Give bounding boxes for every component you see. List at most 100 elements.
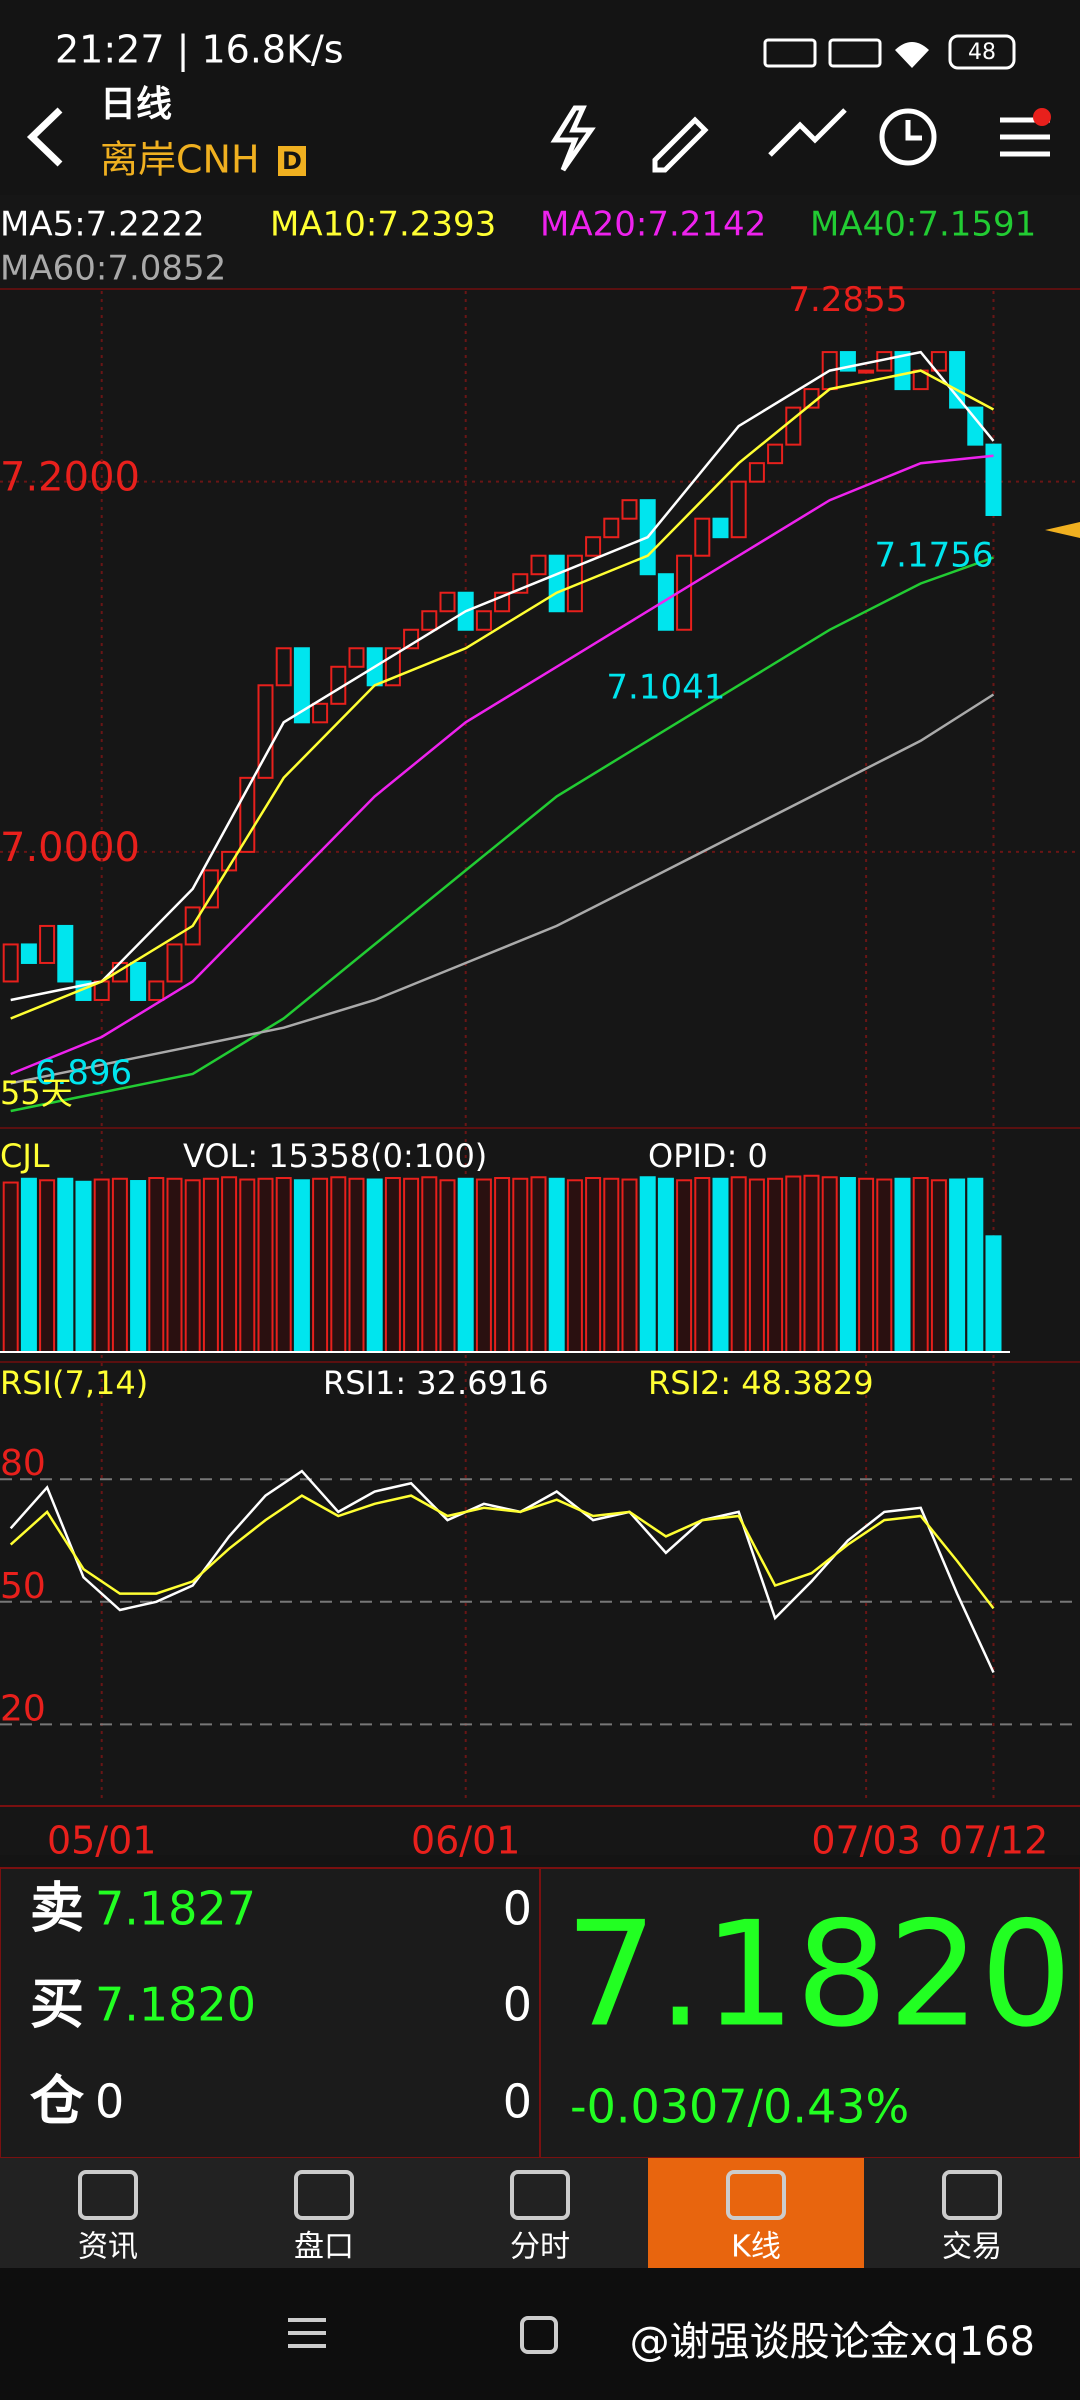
volume-bar	[930, 1179, 947, 1353]
ma-legend: MA5:7.2222	[0, 205, 205, 245]
volume-bar	[512, 1177, 529, 1354]
volume-bar	[803, 1174, 820, 1353]
candle	[548, 554, 565, 613]
candle	[257, 684, 274, 779]
volume-bar	[621, 1178, 638, 1354]
volume-bar	[421, 1176, 438, 1353]
back-button[interactable]	[26, 107, 63, 167]
volume-bar	[657, 1177, 674, 1354]
y-tick-label: 20	[0, 1688, 46, 1729]
rsi-legend: RSI1: 32.6916	[323, 1364, 549, 1402]
volume-bar	[366, 1178, 383, 1354]
candle	[730, 480, 747, 539]
ma-legend: MA20:7.2142	[540, 205, 766, 245]
tab-label[interactable]: 资讯	[78, 2230, 138, 2265]
candle	[858, 369, 875, 374]
quote-row-price: 7.1827	[95, 1882, 256, 1936]
last-price: 7.1820	[565, 1891, 1072, 2060]
candle	[57, 924, 74, 983]
volume-bar	[894, 1177, 911, 1354]
candle	[202, 869, 219, 909]
volume-bar	[257, 1177, 274, 1354]
opid-label: OPID: 0	[648, 1137, 768, 1175]
price-annotation: 7.1756	[875, 535, 994, 575]
candle	[421, 610, 438, 631]
tab-icon	[726, 2170, 786, 2220]
quote-row-label: 卖	[30, 1877, 84, 1940]
tab-icon	[294, 2170, 354, 2220]
volume-bar	[2, 1181, 19, 1353]
header-title: 日线	[100, 84, 172, 125]
volume-bar	[566, 1179, 583, 1353]
volume-bar	[239, 1178, 256, 1354]
candle	[603, 517, 620, 539]
volume-bar	[839, 1177, 856, 1354]
candle	[985, 443, 1002, 516]
tab-label[interactable]: 分时	[510, 2230, 570, 2265]
tab-label[interactable]: 盘口	[294, 2230, 354, 2265]
volume-bar	[403, 1177, 420, 1354]
battery-level: 48	[968, 40, 996, 65]
candle	[694, 517, 711, 557]
candle	[712, 517, 729, 539]
tab-label[interactable]: K线	[731, 2230, 781, 2265]
volume-bar	[694, 1177, 711, 1354]
chart-area	[0, 195, 1080, 1855]
rsi-line	[9, 1494, 995, 1610]
volume-bar	[57, 1177, 74, 1354]
volume-bar	[148, 1177, 165, 1354]
status-icons	[763, 34, 1016, 70]
rsi-line	[9, 1469, 995, 1674]
quote-row-label: 仓	[30, 2070, 85, 2133]
quote-row-qty: 0	[503, 1882, 532, 1936]
header-badge: D	[282, 147, 302, 175]
volume-bar	[494, 1177, 511, 1354]
volume-bar	[221, 1176, 238, 1353]
volume-bar	[475, 1178, 492, 1354]
ma-line	[10, 454, 994, 1076]
ma-line	[10, 350, 995, 1002]
candle	[39, 924, 56, 964]
ma-line	[10, 693, 995, 1085]
volume-bar	[676, 1179, 693, 1353]
tab-icon	[942, 2170, 1002, 2220]
volume-bar	[130, 1180, 147, 1353]
price-annotation: 7.2855	[788, 280, 907, 320]
header-subtitle: 离岸CNH	[100, 138, 260, 182]
candle	[657, 573, 674, 631]
quote-row-price: 0	[95, 2075, 124, 2129]
candle	[275, 647, 292, 687]
price-pointer	[1045, 522, 1080, 538]
quote-row-price: 7.1820	[95, 1978, 256, 2032]
nav-menu[interactable]	[288, 2318, 326, 2348]
volume-bar	[912, 1177, 929, 1354]
volume-bar	[748, 1178, 765, 1354]
volume-bar	[876, 1178, 893, 1354]
candle	[293, 647, 310, 724]
tab-label[interactable]: 交易	[942, 2230, 1002, 2265]
notification-dot	[1033, 108, 1051, 126]
badge-bg	[278, 146, 306, 176]
y-tick-label: 7.0000	[0, 825, 140, 871]
volume-bar	[439, 1179, 456, 1353]
volume-bar	[39, 1179, 56, 1353]
candle	[621, 499, 638, 520]
volume-bar	[202, 1177, 219, 1354]
nav-home[interactable]	[520, 2316, 558, 2354]
nav-bar	[0, 2268, 1080, 2400]
volume-bar	[384, 1177, 401, 1354]
x-tick-label: 07/12	[939, 1819, 1049, 1863]
candle	[767, 443, 784, 465]
ma-line	[10, 369, 995, 1020]
volume-bar	[639, 1176, 656, 1353]
candle	[148, 980, 165, 1001]
y-tick-label: 50	[0, 1566, 46, 1607]
toolbar-icons[interactable]	[550, 105, 1050, 173]
period-label: 55天	[0, 1074, 73, 1112]
candle	[348, 647, 365, 668]
volume-bar	[530, 1176, 547, 1353]
watermark: @谢强谈股论金xq168	[630, 2319, 1035, 2365]
quote-row-qty: 0	[503, 2075, 532, 2129]
volume-bar	[348, 1177, 365, 1354]
